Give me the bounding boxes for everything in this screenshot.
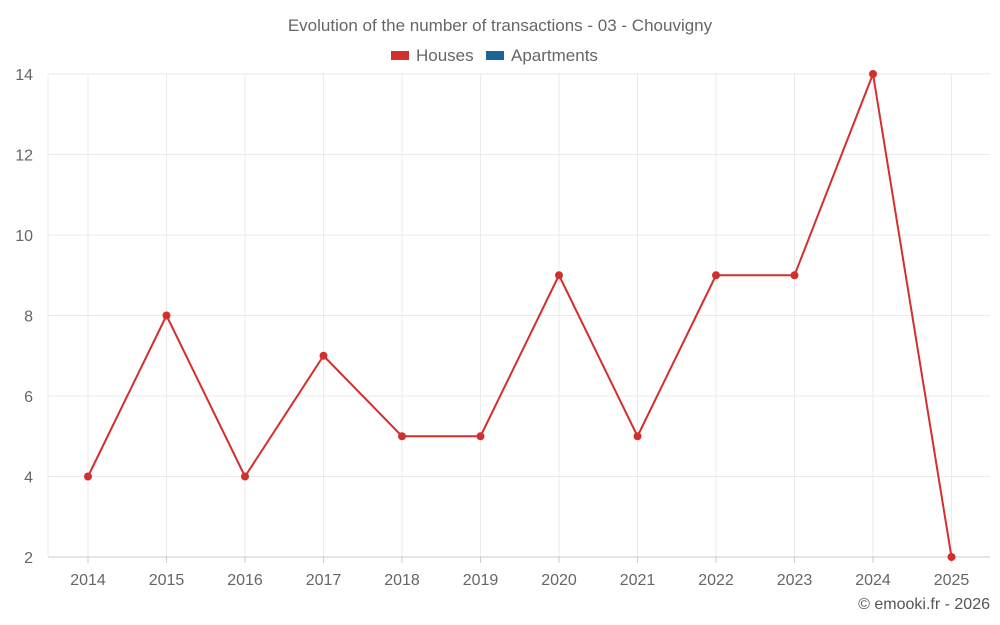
series-layer (84, 70, 956, 561)
x-tick-label: 2015 (149, 572, 185, 589)
data-point[interactable] (241, 472, 249, 481)
legend-swatch-apartments (486, 51, 504, 60)
data-point[interactable] (633, 432, 642, 441)
x-tick-label: 2024 (855, 572, 891, 589)
x-tick-label: 2021 (620, 572, 656, 589)
y-tick-label: 14 (15, 67, 33, 84)
y-tick-label: 4 (24, 470, 33, 487)
series-line-houses (87, 73, 953, 558)
x-tick-label: 2017 (306, 572, 342, 589)
chart-title: Evolution of the number of transactions … (288, 16, 713, 35)
x-tick-label: 2014 (70, 572, 106, 589)
y-tick-label: 6 (24, 389, 33, 406)
y-axis: 2 4 6 8 10 12 14 (15, 67, 49, 567)
credit-text: © emooki.fr - 2026 (858, 596, 990, 613)
legend-swatch-houses (391, 51, 409, 60)
data-point[interactable] (947, 553, 956, 561)
data-point[interactable] (476, 432, 485, 441)
grid (48, 73, 990, 558)
y-tick-label: 10 (15, 228, 33, 245)
x-axis: 2014 2015 2016 2017 2018 2019 2020 2021 2022 2023… (48, 556, 990, 589)
y-tick-label: 8 (24, 309, 33, 326)
x-tick-label: 2019 (463, 572, 499, 589)
data-point[interactable] (84, 472, 92, 481)
x-tick-label: 2025 (934, 572, 970, 589)
legend-label-houses[interactable]: Houses (416, 46, 474, 65)
data-point[interactable] (319, 351, 328, 360)
x-tick-label: 2020 (541, 572, 577, 589)
data-point[interactable] (869, 70, 877, 78)
y-tick-label: 2 (24, 550, 33, 567)
x-tick-label: 2023 (777, 572, 813, 589)
data-point[interactable] (555, 271, 563, 280)
data-point[interactable] (712, 271, 720, 280)
x-tick-label: 2018 (384, 572, 420, 589)
data-point[interactable] (790, 271, 799, 280)
legend: Houses Apartments (391, 46, 598, 65)
x-tick-label: 2022 (698, 572, 734, 589)
x-tick-label: 2016 (227, 572, 263, 589)
data-point[interactable] (162, 311, 171, 320)
data-point[interactable] (398, 432, 406, 441)
y-tick-label: 12 (15, 148, 33, 165)
legend-label-apartments[interactable]: Apartments (511, 46, 598, 65)
